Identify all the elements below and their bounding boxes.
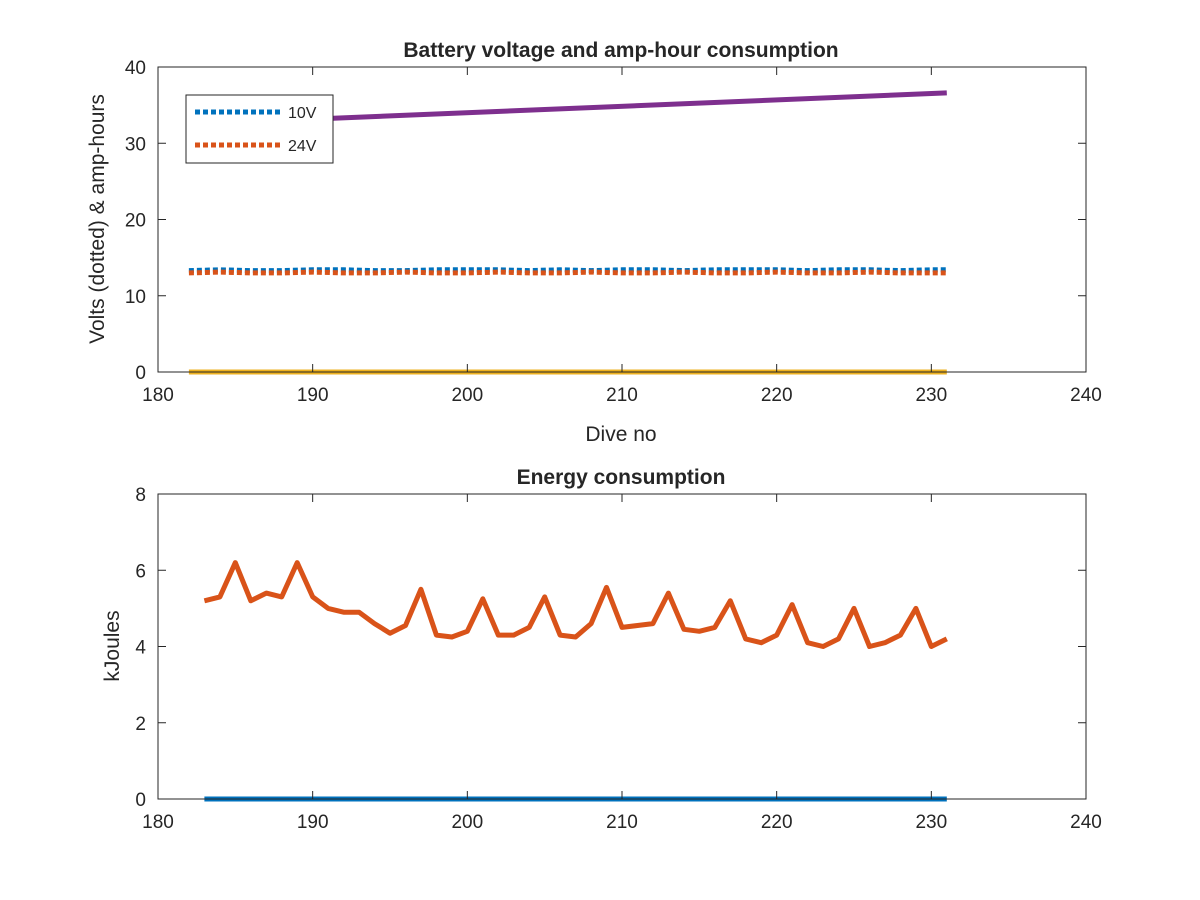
y-tick-label: 20 bbox=[125, 211, 146, 232]
x-tick-label: 190 bbox=[297, 385, 329, 406]
x-tick-label: 180 bbox=[142, 812, 174, 833]
x-tick-label: 240 bbox=[1070, 385, 1102, 406]
y-tick-label: 40 bbox=[125, 58, 146, 79]
x-tick-label: 220 bbox=[761, 385, 793, 406]
voltage-series-line-24v bbox=[188, 269, 947, 276]
x-tick-label: 200 bbox=[451, 385, 483, 406]
voltage-plot-legend: 10V 24V bbox=[185, 94, 334, 164]
energy-plot: Energy consumption 180 190 200 210 220 230 240… bbox=[101, 466, 1102, 833]
x-tick-label: 210 bbox=[606, 385, 638, 406]
x-tick-label: 210 bbox=[606, 812, 638, 833]
legend-label-24v: 24V bbox=[288, 138, 317, 155]
x-tick-label: 190 bbox=[297, 812, 329, 833]
y-tick-label: 6 bbox=[135, 561, 146, 582]
voltage-plot-ylabel: Volts (dotted) & amp-hours bbox=[86, 94, 109, 344]
voltage-plot-title: Battery voltage and amp-hour consumption bbox=[403, 39, 838, 62]
x-tick-label: 230 bbox=[915, 385, 947, 406]
x-tick-label: 240 bbox=[1070, 812, 1102, 833]
voltage-plot-xlabel: Dive no bbox=[585, 423, 656, 446]
x-tick-label: 180 bbox=[142, 385, 174, 406]
x-tick-label: 200 bbox=[451, 812, 483, 833]
legend-box bbox=[185, 94, 334, 164]
energy-plot-ylabel: kJoules bbox=[101, 610, 124, 681]
voltage-plot: Battery voltage and amp-hour consumption… bbox=[86, 39, 1102, 446]
y-tick-label: 10 bbox=[125, 287, 146, 308]
x-tick-label: 230 bbox=[915, 812, 947, 833]
y-tick-label: 4 bbox=[135, 638, 146, 659]
y-tick-label: 30 bbox=[125, 134, 146, 155]
voltage-plot-ticks: 180 190 200 210 220 230 240 0 10 20 30 40 bbox=[125, 58, 1102, 406]
energy-plot-ticks: 180 190 200 210 220 230 240 0 2 4 6 8 bbox=[135, 485, 1101, 833]
y-tick-label: 8 bbox=[135, 485, 146, 506]
y-tick-label: 0 bbox=[135, 790, 146, 811]
energy-series-line-2 bbox=[203, 560, 948, 649]
y-tick-label: 2 bbox=[135, 714, 146, 735]
energy-plot-title: Energy consumption bbox=[517, 466, 726, 489]
legend-label-10v: 10V bbox=[288, 105, 317, 122]
x-tick-label: 220 bbox=[761, 812, 793, 833]
y-tick-label: 0 bbox=[135, 363, 146, 384]
